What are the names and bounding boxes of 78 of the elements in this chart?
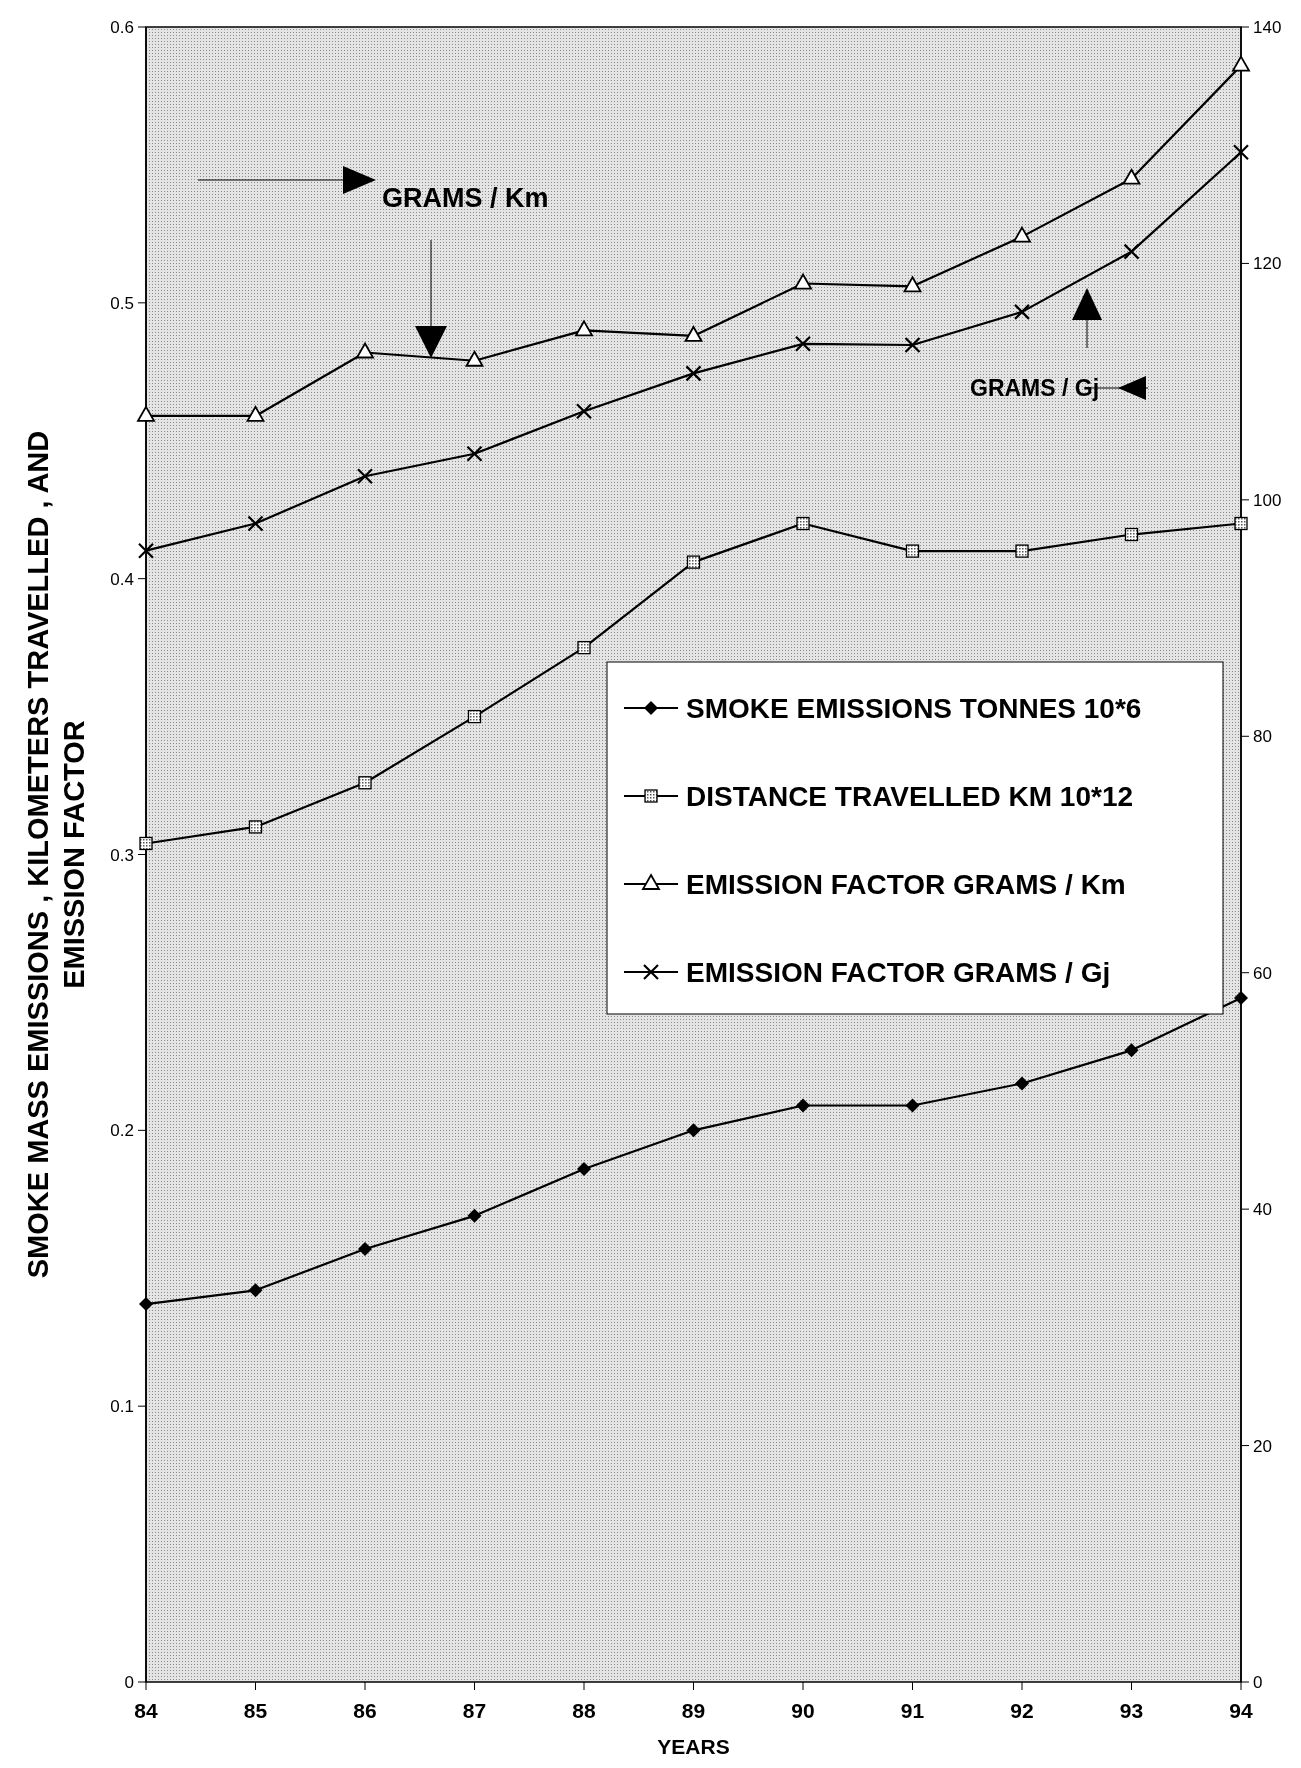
point xyxy=(137,542,155,559)
point xyxy=(1122,168,1141,185)
y2-tick-label: 100 xyxy=(1253,490,1282,510)
annotation: GRAMS / Km xyxy=(382,183,549,213)
point xyxy=(247,515,264,532)
point xyxy=(1234,990,1248,1005)
point xyxy=(905,544,920,558)
point xyxy=(575,320,593,337)
y-tick-label: 0.5 xyxy=(110,293,134,313)
x-axis-title: YEARS xyxy=(657,1735,730,1758)
legend-label: EMISSION FACTOR GRAMS / Gj xyxy=(686,957,1111,988)
point xyxy=(1015,544,1029,558)
point xyxy=(575,403,593,420)
y2-tick-label: 20 xyxy=(1253,1436,1272,1456)
x-tick-label: 91 xyxy=(900,1699,925,1722)
x-tick-label: 84 xyxy=(134,1699,158,1722)
point xyxy=(1013,226,1031,243)
x-tick-label: 86 xyxy=(353,1699,377,1722)
point xyxy=(1232,55,1250,72)
point xyxy=(246,406,265,422)
point xyxy=(1234,516,1248,531)
point xyxy=(794,335,812,352)
point xyxy=(686,1123,701,1138)
y-tick-label: 0.4 xyxy=(110,569,134,589)
point xyxy=(796,1098,810,1113)
legend-label: DISTANCE TRAVELLED KM 10*12 xyxy=(686,781,1134,812)
point xyxy=(356,342,374,359)
point xyxy=(796,516,810,531)
point xyxy=(905,1098,920,1113)
y2-tick-label: 80 xyxy=(1253,727,1272,747)
point xyxy=(903,276,922,293)
legend-label: EMISSION FACTOR GRAMS / Km xyxy=(686,869,1126,900)
point xyxy=(248,1283,263,1298)
y-tick-label: 0.2 xyxy=(110,1121,134,1141)
point xyxy=(356,468,374,485)
point xyxy=(794,273,812,290)
point xyxy=(686,555,701,569)
point xyxy=(139,1297,153,1312)
point xyxy=(1232,144,1250,161)
x-tick-label: 88 xyxy=(572,1699,596,1722)
point xyxy=(465,350,484,367)
point xyxy=(1124,1043,1139,1058)
y2-tick-label: 40 xyxy=(1253,1200,1272,1220)
legend-label: SMOKE EMISSIONS TONNES 10*6 xyxy=(686,693,1142,724)
point xyxy=(466,445,483,462)
point xyxy=(139,836,153,851)
point xyxy=(684,326,703,342)
y2-tick-label: 0 xyxy=(1253,1673,1263,1692)
point xyxy=(358,776,372,790)
point xyxy=(1013,303,1031,320)
y-axis-title: SMOKE MASS EMISSIONS , KILOMETERS TRAVELLED , AND EMISSION FACTOR xyxy=(22,430,90,1279)
y-tick-label: 0 xyxy=(124,1673,134,1692)
point xyxy=(137,406,155,422)
point xyxy=(1015,1076,1029,1091)
x-tick-label: 92 xyxy=(1010,1699,1034,1722)
point xyxy=(577,640,591,655)
x-tick-label: 93 xyxy=(1119,1699,1144,1722)
y2-tick-label: 60 xyxy=(1253,963,1272,983)
annotation: GRAMS / Gj xyxy=(970,375,1100,401)
x-tick-label: 85 xyxy=(243,1699,268,1722)
point xyxy=(248,820,263,834)
y-tick-label: 0.1 xyxy=(110,1397,134,1417)
x-tick-label: 94 xyxy=(1229,1699,1253,1722)
y-tick-label: 0.3 xyxy=(110,845,134,865)
point xyxy=(467,1208,482,1223)
point xyxy=(685,365,702,382)
y2-tick-label: 120 xyxy=(1253,254,1282,274)
point xyxy=(1123,243,1140,260)
y2-tick-label: 140 xyxy=(1253,18,1282,37)
point xyxy=(467,709,482,724)
point xyxy=(904,336,921,354)
point xyxy=(1124,527,1139,542)
x-tick-label: 87 xyxy=(462,1699,487,1722)
x-tick-label: 89 xyxy=(681,1699,706,1722)
point xyxy=(358,1241,372,1256)
y-tick-label: 0.6 xyxy=(110,18,134,37)
x-tick-label: 90 xyxy=(791,1699,815,1722)
point xyxy=(577,1161,591,1176)
